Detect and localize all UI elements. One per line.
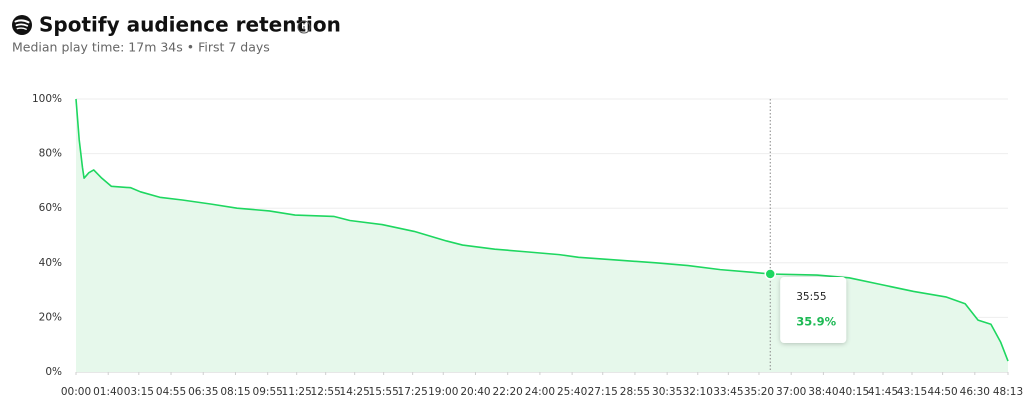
x-tick-label: 46:30 <box>960 386 990 398</box>
x-tick-label: 06:35 <box>188 386 218 398</box>
y-tick-label: 60% <box>39 202 62 214</box>
x-tick-label: 20:40 <box>460 386 490 398</box>
spotify-icon <box>12 15 32 35</box>
x-tick-label: 27:15 <box>588 386 618 398</box>
tooltip: 35:55 35.9% <box>780 276 847 343</box>
x-tick-label: 44:50 <box>927 386 957 398</box>
x-tick-label: 22:20 <box>493 386 523 398</box>
x-tick-label: 15:55 <box>369 386 399 398</box>
x-tick-label: 09:55 <box>253 386 283 398</box>
area-fill <box>76 99 1008 372</box>
x-tick-label: 11:25 <box>282 386 312 398</box>
hover-point <box>764 268 776 280</box>
x-tick-label: 41:45 <box>868 386 898 398</box>
x-tick-label: 08:15 <box>220 386 250 398</box>
x-tick-label: 40:15 <box>839 386 869 398</box>
x-tick-label: 35:20 <box>744 386 774 398</box>
x-tick-label: 25:40 <box>557 386 587 398</box>
x-tick-label: 19:00 <box>428 386 458 398</box>
x-tick-label: 37:00 <box>776 386 806 398</box>
x-tick-label: 12:55 <box>311 386 341 398</box>
y-tick-label: 80% <box>39 148 62 160</box>
x-tick-label: 28:55 <box>620 386 650 398</box>
x-tick-label: 17:25 <box>398 386 428 398</box>
x-tick-label: 48:13 <box>993 386 1023 398</box>
y-tick-label: 0% <box>45 366 62 378</box>
chart-subtitle: Median play time: 17m 34s • First 7 days <box>12 40 270 55</box>
tooltip-value: 35.9% <box>796 314 836 328</box>
x-tick-label: 24:00 <box>525 386 555 398</box>
x-tick-label: 14:25 <box>340 386 370 398</box>
x-tick-label: 04:55 <box>156 386 186 398</box>
info-icon[interactable] <box>297 20 311 34</box>
y-tick-label: 100% <box>32 93 62 105</box>
x-tick-label: 01:40 <box>93 386 123 398</box>
x-tick-label: 32:10 <box>683 386 713 398</box>
retention-line <box>75 98 1009 362</box>
y-tick-label: 40% <box>39 257 62 269</box>
y-tick-label: 20% <box>39 311 62 323</box>
x-tick-label: 00:00 <box>61 386 91 398</box>
x-tick-label: 03:15 <box>124 386 154 398</box>
x-tick-label: 33:45 <box>713 386 743 398</box>
x-tick-label: 38:40 <box>808 386 838 398</box>
x-tick-label: 43:15 <box>897 386 927 398</box>
x-tick-label: 30:35 <box>652 386 682 398</box>
tooltip-time: 35:55 <box>796 291 826 303</box>
chart-title: Spotify audience retention <box>39 13 341 37</box>
tooltip-box <box>780 276 847 343</box>
